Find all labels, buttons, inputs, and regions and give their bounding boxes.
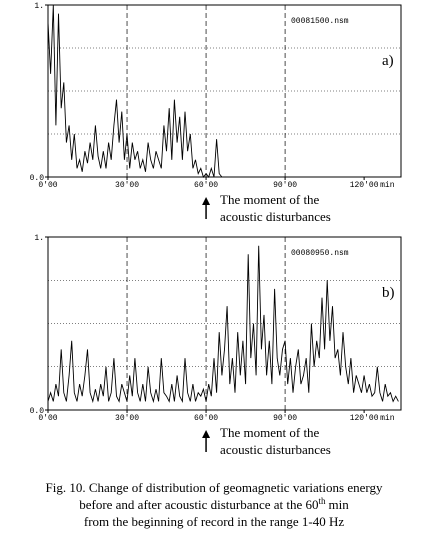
y-tick-label: 1. [34, 2, 44, 11]
plot-frame [47, 4, 402, 178]
x-tick-label: 90'00 [273, 414, 297, 423]
y-tick-label: 0.0 [30, 407, 45, 416]
x-tick-label: 120'00 [350, 181, 379, 190]
x-tick-label: 30'00 [115, 181, 139, 190]
x-tick-label: 30'00 [115, 414, 139, 423]
y-tick-label: 1. [34, 234, 44, 243]
caption-superscript: th [319, 496, 327, 506]
arrow-head [202, 197, 211, 205]
data-line [47, 245, 399, 404]
arrow-annotation: The moment of the [220, 425, 320, 440]
arrow-annotation: The moment of the [220, 192, 320, 207]
data-line [47, 4, 223, 178]
file-annotation: 00080950.nsm [291, 249, 349, 258]
arrow-head [202, 430, 211, 438]
x-tick-label: 90'00 [273, 181, 297, 190]
arrow-annotation: acoustic disturbances [220, 209, 331, 224]
x-tick-label: 60'00 [194, 181, 218, 190]
caption-line: from the beginning of record in the rang… [84, 514, 345, 529]
panel-label: b) [382, 285, 395, 301]
x-tick-label: 60'00 [194, 414, 218, 423]
x-tick-label: 0'00 [38, 181, 57, 190]
caption-text: before and after acoustic disturbance at… [79, 497, 318, 512]
caption-line: before and after acoustic disturbance at… [79, 496, 349, 512]
x-tick-label: 120'00 [350, 414, 379, 423]
arrow-annotation: acoustic disturbances [220, 442, 331, 457]
file-annotation: 00081500.nsm [291, 17, 349, 26]
plot-frame [47, 236, 402, 411]
x-axis-label: min [380, 181, 395, 190]
panel-label: a) [382, 53, 394, 69]
caption-text: min [329, 497, 350, 512]
y-tick-label: 0.0 [30, 174, 45, 183]
x-axis-label: min [380, 414, 395, 423]
caption-line: Fig. 10. Change of distribution of geoma… [46, 480, 383, 495]
x-tick-label: 0'00 [38, 414, 57, 423]
